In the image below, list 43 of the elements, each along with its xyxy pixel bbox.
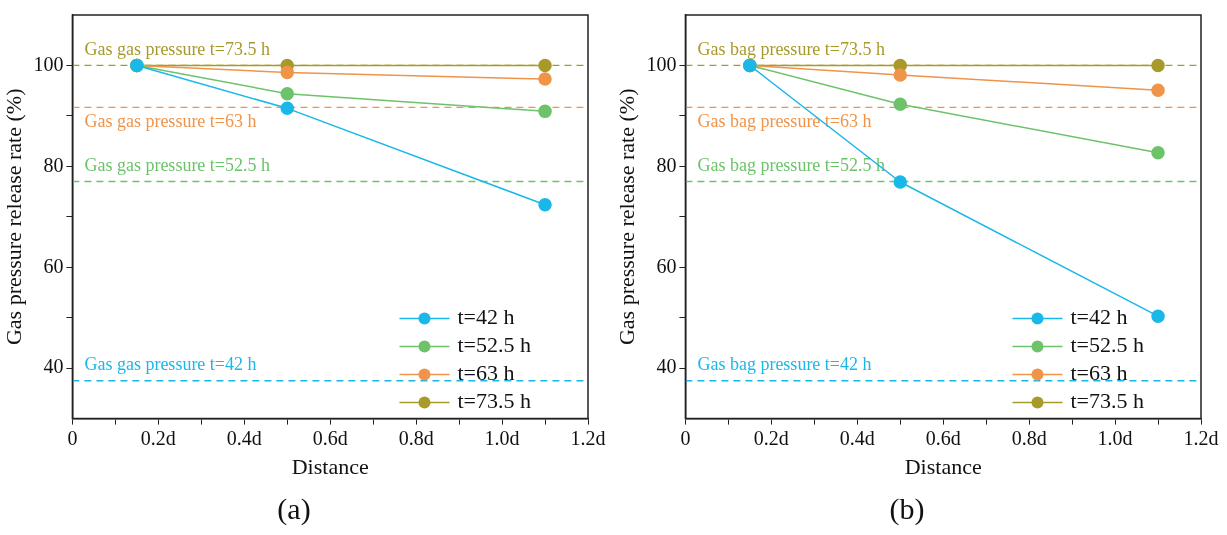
annotation: Gas gas pressure t=52.5 h [84,155,271,176]
x-tick-label: 0.2d [140,426,176,449]
annotation: Gas bag pressure t=63 h [697,111,872,132]
legend-label: t=63 h [457,360,515,386]
y-tick-label: 60 [43,254,64,277]
legend-label: t=63 h [1070,360,1128,386]
x-tick-label: 1.2d [570,426,606,449]
legend-label: t=52.5 h [1070,332,1145,358]
x-axis-title: Distance [904,453,982,479]
annotation: Gas gas pressure t=63 h [84,111,257,132]
legend-label: t=52.5 h [457,332,532,358]
x-tick-label: 1.2d [1183,426,1219,449]
x-tick-label: 1.0d [484,426,520,449]
y-tick-label: 40 [43,355,64,378]
x-tick-label: 1.0d [1097,426,1133,449]
legend-label: t=73.5 h [457,388,532,414]
x-axis-title: Distance [291,453,369,479]
annotation: Gas gas pressure t=42 h [84,354,257,375]
legend-label: t=42 h [1070,304,1128,330]
y-tick-label: 80 [656,153,677,176]
y-tick-label: 100 [646,52,677,75]
y-tick-label: 40 [656,355,677,378]
y-tick-label: 60 [656,254,677,277]
x-tick-label: 0.2d [753,426,789,449]
y-axis-title: Gas pressure release rate (%) [613,88,639,346]
text: (a) [277,491,311,526]
y-tick-label: 100 [33,52,64,75]
annotation: Gas gas pressure t=73.5 h [84,39,271,60]
text: (b) [889,491,925,526]
x-tick-label: 0.4d [839,426,875,449]
y-axis-title: Gas pressure release rate (%) [0,88,26,346]
x-tick-label: 0 [680,426,691,449]
x-tick-label: 0.6d [925,426,961,449]
x-tick-label: 0.8d [1011,426,1047,449]
x-tick-label: 0.8d [398,426,434,449]
y-tick-label: 80 [43,153,64,176]
legend-label: t=73.5 h [1070,388,1145,414]
x-tick-label: 0 [67,426,78,449]
annotation: Gas bag pressure t=42 h [697,354,872,375]
x-tick-label: 0.4d [226,426,262,449]
annotation: Gas bag pressure t=73.5 h [697,39,886,60]
legend-label: t=42 h [457,304,515,330]
x-tick-label: 0.6d [312,426,348,449]
